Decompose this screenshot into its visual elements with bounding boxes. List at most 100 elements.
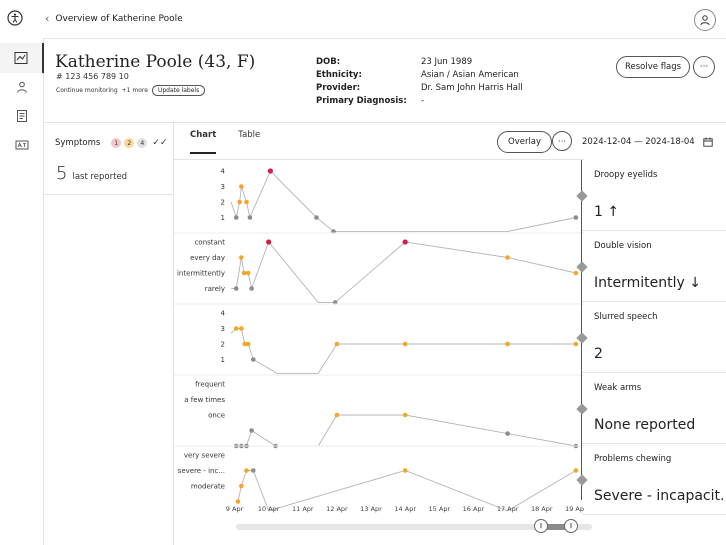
symptoms-panel: Symptoms 1 2 4 ✓✓ 5 last reported [44,123,174,545]
data-point [244,468,249,473]
data-point [402,239,408,245]
symptom-card-title: Slurred speech [594,312,658,322]
more-labels-link[interactable]: +1 more [121,87,148,94]
symptom-card[interactable]: Weak arms None reported [576,373,726,444]
data-point [573,270,579,276]
back-label: Overview of Katherine Poole [55,13,183,24]
y-tick-label: severe - inc... [178,467,225,475]
y-tick-label: 4 [221,310,226,318]
data-point [266,239,272,245]
y-tick-label: 1 [221,214,225,222]
divider [44,38,726,39]
data-point [239,326,244,331]
y-tick-label: very severe [184,452,225,460]
x-tick-label: 9 Apr [226,505,244,513]
label-chip: Continue monitoring [56,87,118,94]
x-tick-label: 13 Apr [360,505,382,513]
ethnicity-label: Ethnicity: [316,70,362,80]
update-labels-button[interactable]: Update labels [151,85,206,96]
data-point [505,431,510,436]
data-point [233,326,239,331]
severity-badge: 1 [111,138,122,148]
x-tick-label: 10 Apr [258,505,280,513]
ethnicity-value: Asian / Asian American [421,70,519,80]
nav-translate[interactable] [0,130,44,160]
nav-document[interactable] [0,101,44,131]
tab-table[interactable]: Table [238,130,261,140]
symptom-card-title: Weak arms [594,383,642,393]
data-point [237,199,242,205]
tab-chart[interactable]: Chart [190,130,217,154]
accessibility-logo-icon[interactable] [7,10,23,26]
resolve-flags-button[interactable]: Resolve flags [616,56,691,78]
data-point [251,357,256,362]
y-tick-label: once [208,412,225,420]
data-point [573,341,579,347]
data-point [402,412,408,418]
document-icon [17,110,27,122]
x-tick-label: 15 Apr [429,505,451,513]
translate-icon [15,140,29,150]
data-point [235,499,241,504]
symptom-card-title: Droopy eyelids [594,170,658,180]
data-point [249,286,254,291]
symptom-card-value: 2 [594,346,603,362]
nav-person[interactable] [0,72,44,102]
back-link[interactable]: ‹ Overview of Katherine Poole [45,12,183,25]
data-point [239,255,244,260]
data-point [245,270,251,276]
provider-value: Dr. Sam John Harris Hall [421,83,523,93]
timeline-scrollbar[interactable]: || || [236,519,592,533]
x-tick-label: 12 Apr [326,505,348,513]
y-tick-label: 3 [221,183,225,191]
range-end-handle[interactable]: || [564,519,578,533]
chart-icon [14,52,28,64]
symptom-card[interactable]: Slurred speech 2 [576,302,726,373]
double-check-icon[interactable]: ✓✓ [152,138,168,148]
symptom-card[interactable]: Problems chewing Severe - incapacit... [576,444,726,515]
y-tick-label: every day [190,254,225,262]
range-start-handle[interactable]: || [534,519,548,533]
symptom-card[interactable]: Droopy eyelids 1 ↑ [576,160,726,231]
scrollbar-thumb[interactable] [540,524,570,530]
y-tick-label: intermittently [177,270,225,278]
data-point [573,215,579,220]
data-point [505,341,510,347]
diagnosis-value: - [421,96,425,106]
avatar[interactable] [694,9,716,31]
data-point [334,412,340,418]
more-options-button[interactable]: ··· [693,56,715,78]
symptom-card-value: Severe - incapacit... [594,488,726,504]
nav-chart[interactable] [0,43,44,73]
x-tick-label: 19 Apr [565,505,584,513]
date-range-picker[interactable]: 2024-12-04 — 2024-18-04 [578,131,718,153]
patient-labels: Continue monitoring +1 more Update label… [56,85,206,96]
data-point [267,168,273,174]
x-tick-label: 18 Apr [531,505,553,513]
x-tick-label: 14 Apr [394,505,416,513]
data-point [334,341,340,347]
overlay-button[interactable]: Overlay [497,131,553,153]
symptom-chart[interactable]: 4 3 2 1 constant every day intermittently rarel… [174,160,584,545]
data-point [241,270,247,276]
divider [44,194,173,195]
series-line [231,241,576,303]
symptom-card[interactable]: Double vision Intermitently ↓ [576,231,726,302]
dob-value: 23 Jun 1989 [421,57,473,67]
y-tick-label: 2 [221,199,225,207]
view-tabs: Chart Table [190,130,260,154]
y-tick-label: rarely [205,285,225,293]
divider [44,122,726,123]
data-point [245,341,251,347]
date-range-value: 2024-12-04 — 2024-18-04 [582,137,695,147]
y-tick-label: 1 [221,356,225,364]
chart-more-button[interactable]: ··· [552,131,572,151]
y-tick-label: constant [195,239,226,247]
patient-id: # 123 456 789 10 [56,72,129,81]
y-tick-label: 2 [221,341,225,349]
series-line [236,414,576,447]
symptom-card-value: Intermitently ↓ [594,275,701,291]
series-line [237,470,577,512]
data-point [233,286,239,291]
chevron-left-icon: ‹ [45,12,50,25]
